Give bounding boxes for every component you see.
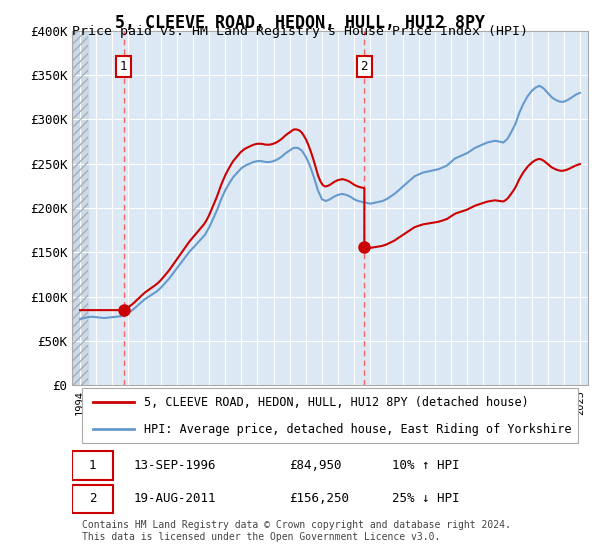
Text: 13-SEP-1996: 13-SEP-1996: [134, 459, 217, 472]
Bar: [72, 31, 88, 385]
Text: 5, CLEEVE ROAD, HEDON, HULL, HU12 8PY: 5, CLEEVE ROAD, HEDON, HULL, HU12 8PY: [115, 14, 485, 32]
Text: 5, CLEEVE ROAD, HEDON, HULL, HU12 8PY (detached house): 5, CLEEVE ROAD, HEDON, HULL, HU12 8PY (d…: [144, 396, 529, 409]
Text: Price paid vs. HM Land Registry's House Price Index (HPI): Price paid vs. HM Land Registry's House …: [72, 25, 528, 38]
Text: 25% ↓ HPI: 25% ↓ HPI: [392, 492, 460, 506]
Text: 1: 1: [89, 459, 97, 472]
Text: 10% ↑ HPI: 10% ↑ HPI: [392, 459, 460, 472]
Text: HPI: Average price, detached house, East Riding of Yorkshire: HPI: Average price, detached house, East…: [144, 423, 572, 436]
Text: 2: 2: [89, 492, 97, 506]
FancyBboxPatch shape: [72, 484, 113, 514]
Text: 1: 1: [120, 60, 128, 73]
Bar: [72, 31, 88, 385]
Text: Contains HM Land Registry data © Crown copyright and database right 2024.
This d: Contains HM Land Registry data © Crown c…: [82, 520, 511, 542]
Text: £84,950: £84,950: [289, 459, 341, 472]
FancyBboxPatch shape: [82, 389, 578, 444]
Text: £156,250: £156,250: [289, 492, 349, 506]
FancyBboxPatch shape: [72, 451, 113, 479]
Text: 2: 2: [361, 60, 368, 73]
Text: 19-AUG-2011: 19-AUG-2011: [134, 492, 217, 506]
